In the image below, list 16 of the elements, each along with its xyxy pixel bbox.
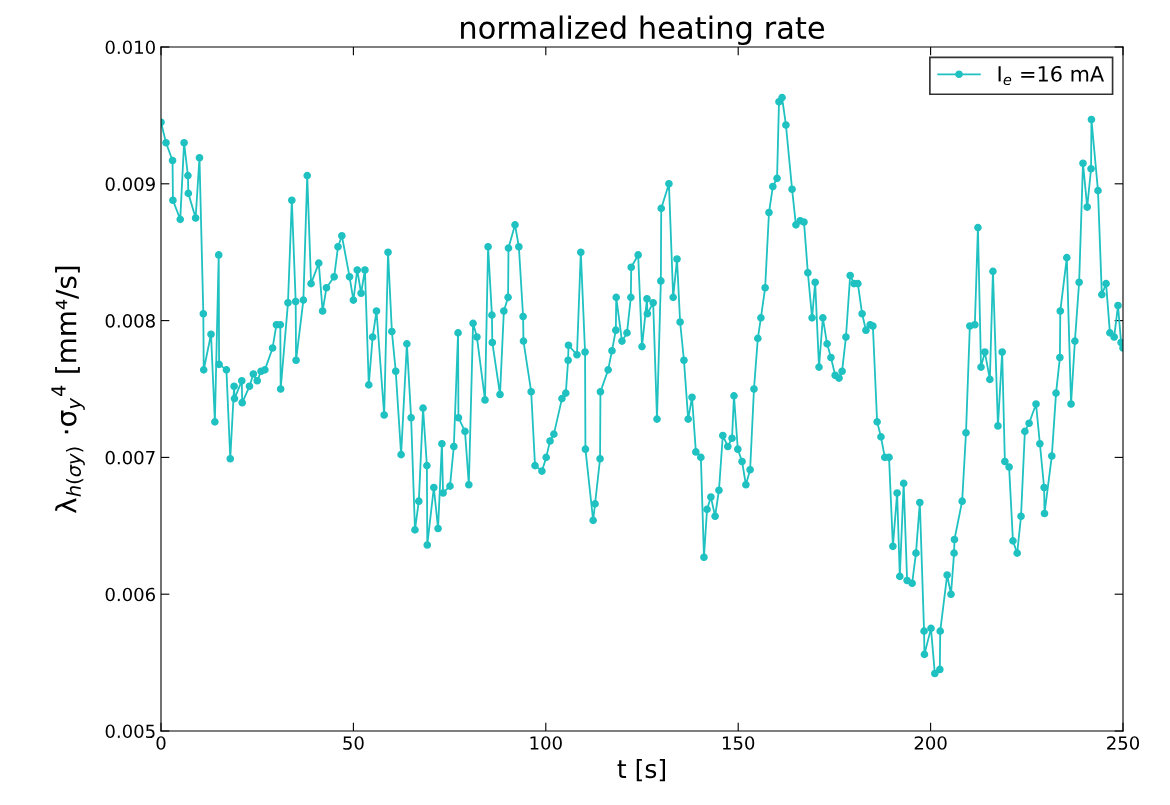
x-tick-label: 150 — [722, 736, 755, 750]
x-tick-label: 200 — [914, 736, 947, 750]
y-tick-label: 0.007 — [105, 450, 155, 465]
x-tick-label: 100 — [530, 736, 562, 750]
y-tick-label: 0.009 — [105, 177, 155, 191]
y-tick-label: 0.006 — [105, 587, 155, 602]
x-axis-title: t [s] — [617, 758, 665, 782]
y-tick-label: 0.010 — [105, 40, 155, 55]
y-axis-title: λ$_{h(σy)}$ ·σ$_{y}$$^{4}$ [mm⁴/s] — [51, 266, 85, 514]
x-tick-label: 0 — [156, 736, 166, 750]
y-tick-label: 0.005 — [105, 724, 155, 739]
x-tick-label: 250 — [1107, 736, 1140, 750]
chart-title: normalized heating rate — [461, 15, 825, 46]
x-tick-label: 50 — [343, 736, 364, 750]
legend-label: I$_{e}$ =16 mA — [998, 65, 1105, 86]
y-tick-label: 0.008 — [105, 314, 155, 328]
